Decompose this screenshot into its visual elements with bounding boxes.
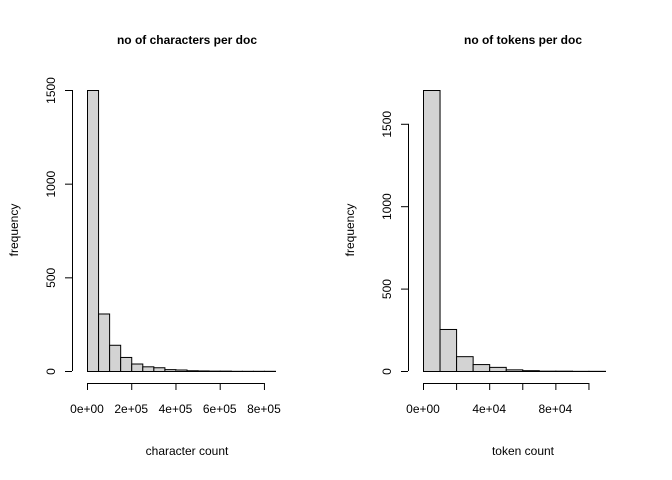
- x-axis: 0e+00 4e+04 8e+04: [406, 383, 590, 416]
- x-tick-label: 2e+05: [114, 402, 148, 416]
- histogram-bar: [505, 369, 524, 372]
- y-tick-label: 1000: [44, 170, 58, 197]
- x-axis-label: token count: [492, 444, 555, 458]
- y-tick-label: 1000: [380, 193, 394, 220]
- x-tick-label: 0e+00: [406, 402, 440, 416]
- chart-title: no of tokens per doc: [464, 33, 582, 47]
- histogram-bar: [197, 370, 210, 372]
- histogram-bar: [456, 356, 474, 372]
- chart-title: no of characters per doc: [117, 33, 257, 47]
- y-axis: 0 500 1000 1500: [44, 77, 73, 375]
- x-tick-label: 8e+05: [247, 402, 281, 416]
- histogram-bar: [439, 328, 458, 372]
- histogram-bar: [423, 90, 441, 372]
- x-axis: 0e+00 2e+05 4e+05 6e+05 8e+05: [70, 383, 281, 416]
- bar-group: [87, 90, 276, 373]
- histogram-bar: [472, 364, 491, 372]
- x-tick-label: 8e+04: [539, 402, 573, 416]
- x-tick-label: 6e+05: [203, 402, 237, 416]
- histogram-bar: [142, 366, 155, 373]
- histogram-bar: [109, 344, 122, 373]
- y-axis-label: frequency: [343, 204, 357, 257]
- histogram-bar: [120, 356, 133, 373]
- tokens-histogram-panel: no of tokens per doc token count frequen…: [343, 33, 606, 458]
- characters-histogram-panel: no of characters per doc character count…: [7, 33, 281, 458]
- y-tick-label: 500: [44, 268, 58, 288]
- histogram-bar: [164, 369, 177, 373]
- y-tick-label: 0: [44, 368, 58, 375]
- y-axis: 0 500 1000 1500: [380, 111, 409, 375]
- histogram-bar: [87, 90, 100, 372]
- histogram-bar: [522, 370, 540, 373]
- histogram-bar: [98, 313, 111, 373]
- histogram-bar: [489, 366, 507, 372]
- y-tick-label: 1500: [380, 111, 394, 138]
- x-tick-label: 4e+04: [472, 402, 506, 416]
- histogram-bar: [175, 369, 188, 373]
- y-axis-label: frequency: [7, 204, 21, 257]
- y-tick-label: 500: [380, 279, 394, 299]
- y-tick-label: 0: [380, 368, 394, 375]
- bar-group: [423, 90, 606, 373]
- x-tick-label: 0e+00: [70, 402, 104, 416]
- histogram-bar: [186, 370, 199, 373]
- x-axis-label: character count: [146, 444, 229, 458]
- y-tick-label: 1500: [44, 77, 58, 104]
- histogram-bar: [153, 367, 166, 372]
- histogram-bar: [131, 363, 144, 372]
- x-tick-label: 4e+05: [159, 402, 193, 416]
